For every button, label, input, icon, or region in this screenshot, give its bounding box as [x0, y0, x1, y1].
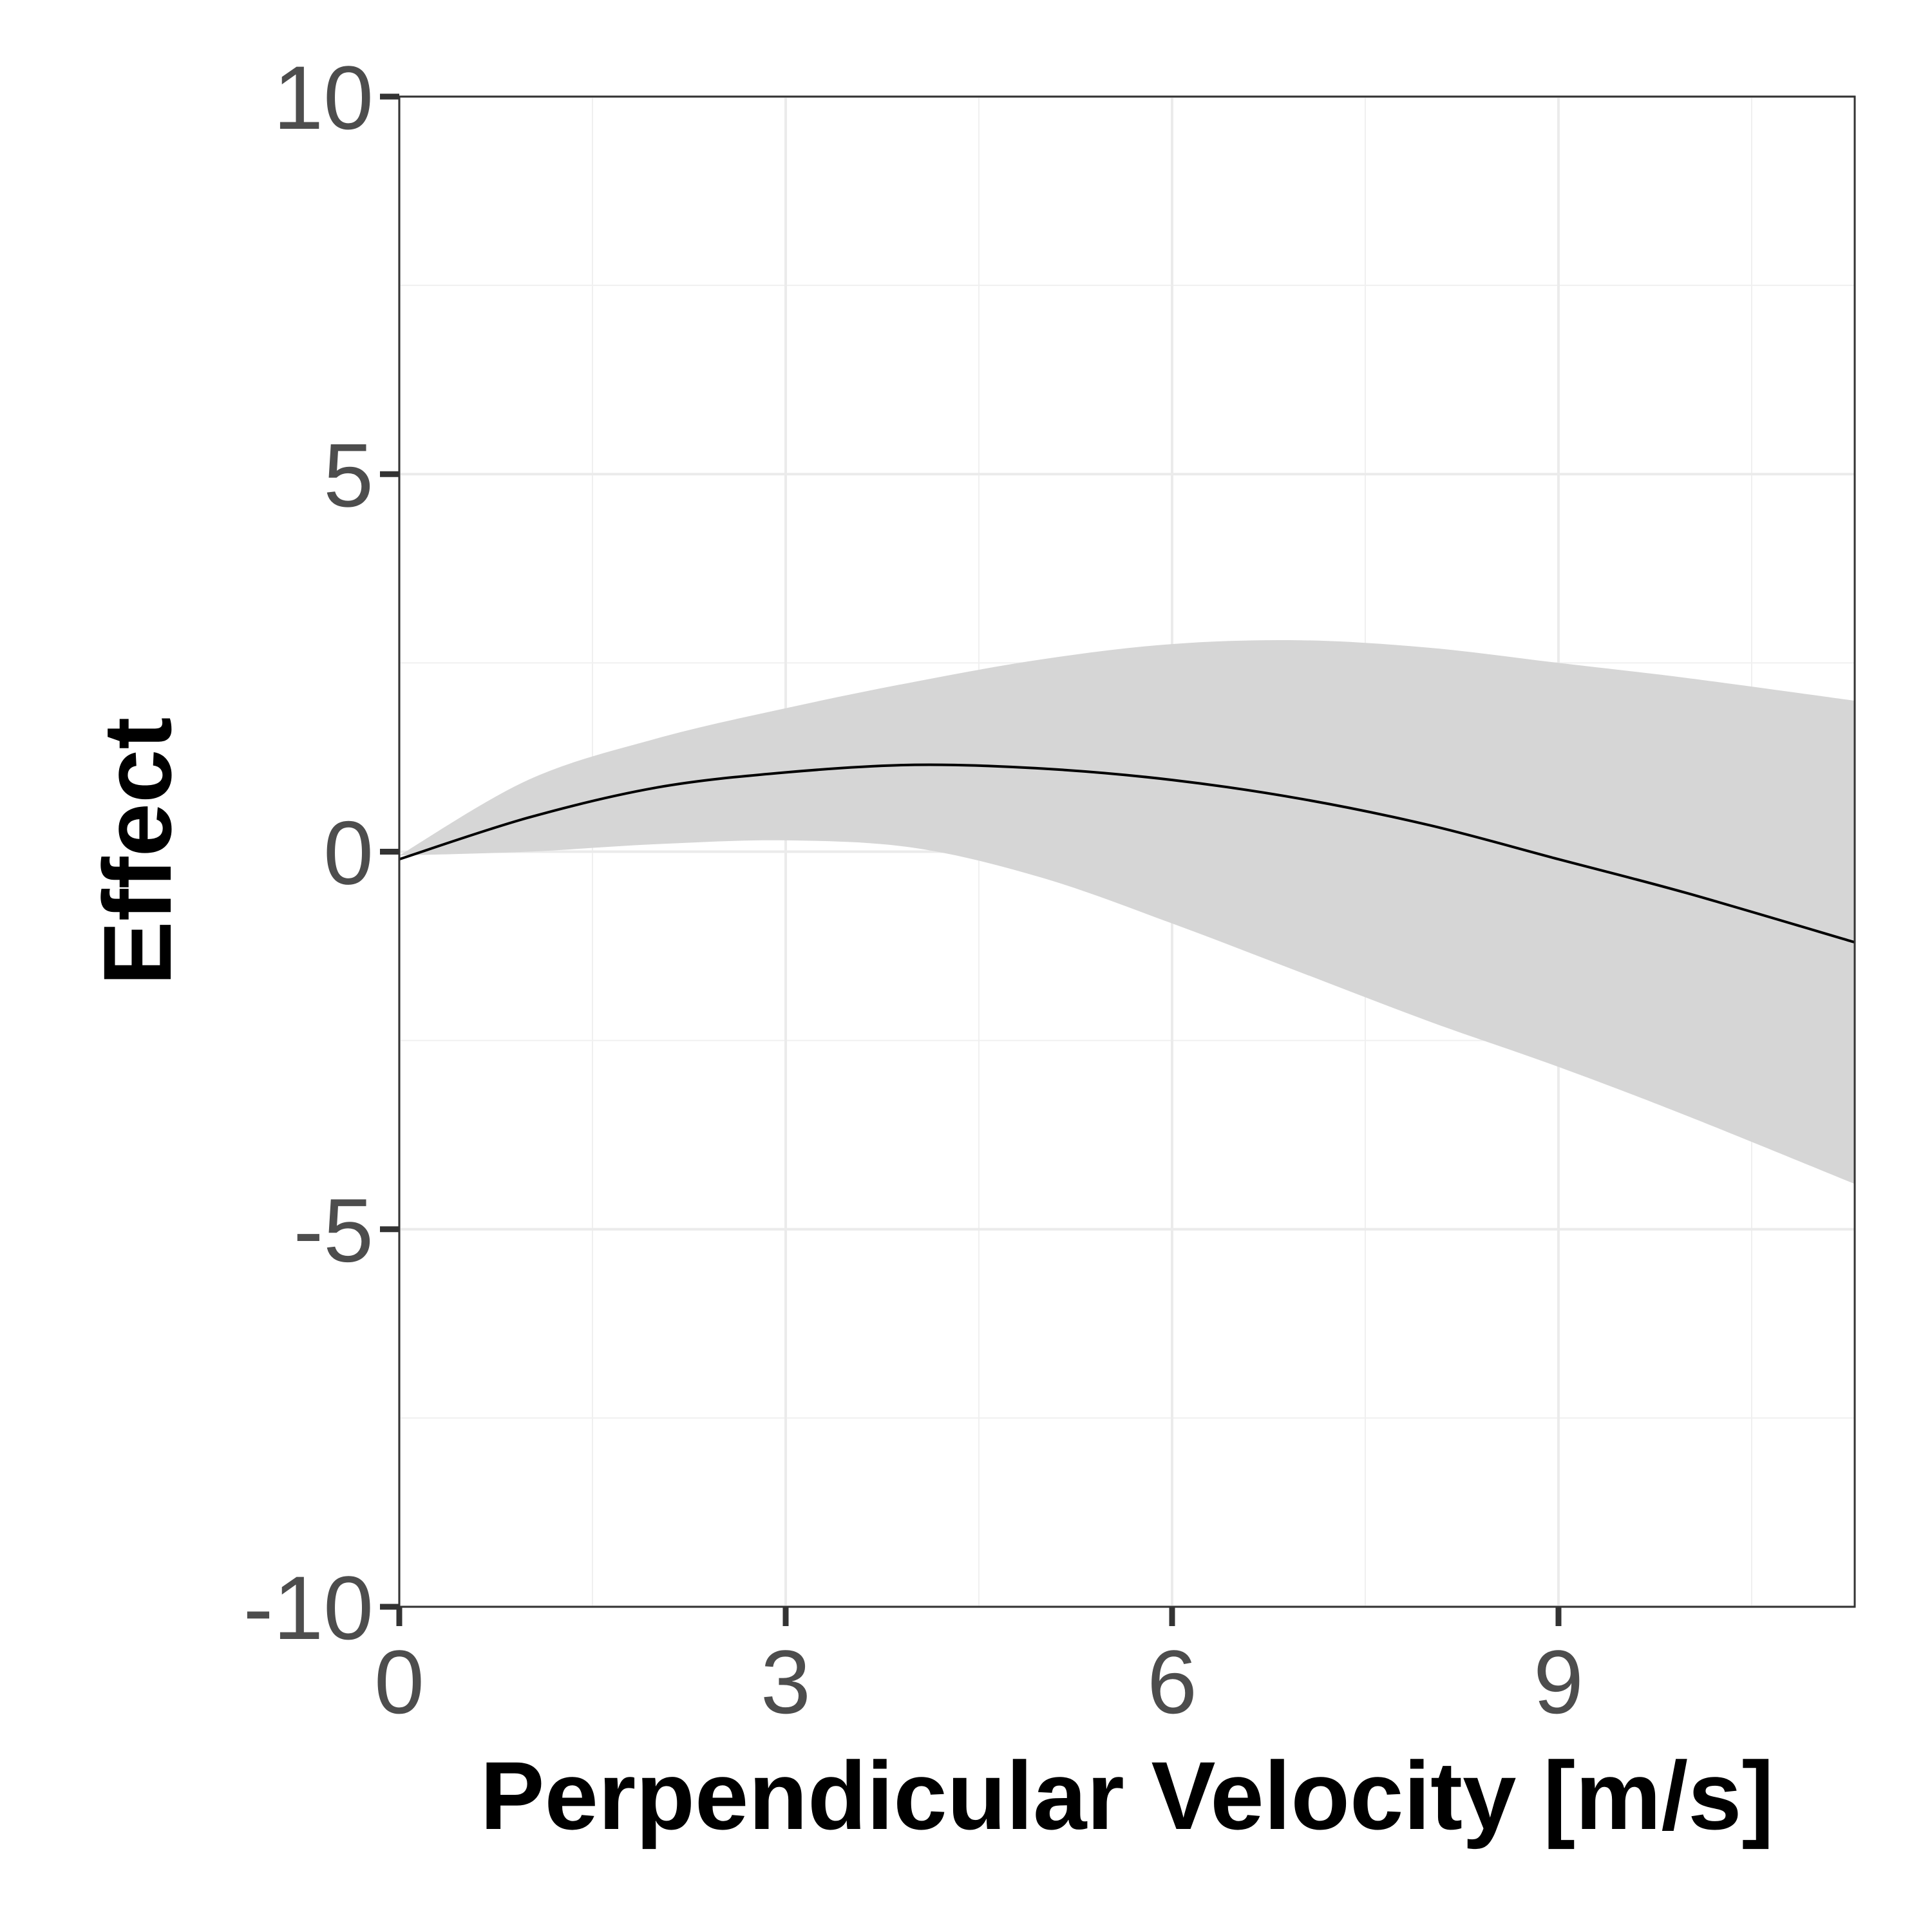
y-axis-title: Effect [83, 717, 191, 986]
x-tick-label: 6 [1147, 1631, 1197, 1732]
y-tick-label: -5 [294, 1180, 374, 1281]
x-tick-label: 3 [761, 1631, 811, 1732]
y-tick-label: 5 [323, 424, 374, 526]
x-axis-title: Perpendicular Velocity [m/s] [480, 1741, 1774, 1850]
confidence-band [399, 639, 1855, 1184]
y-tick-label: 0 [323, 802, 374, 904]
y-tick-label: -10 [243, 1557, 374, 1658]
x-axis: 0 3 6 9 [374, 1607, 1584, 1732]
y-axis: -10 -5 0 5 10 [243, 47, 399, 1658]
x-tick-label: 0 [374, 1631, 424, 1732]
effect-line [399, 763, 1855, 944]
y-tick-label: 10 [273, 47, 374, 148]
x-tick-label: 9 [1533, 1631, 1584, 1732]
